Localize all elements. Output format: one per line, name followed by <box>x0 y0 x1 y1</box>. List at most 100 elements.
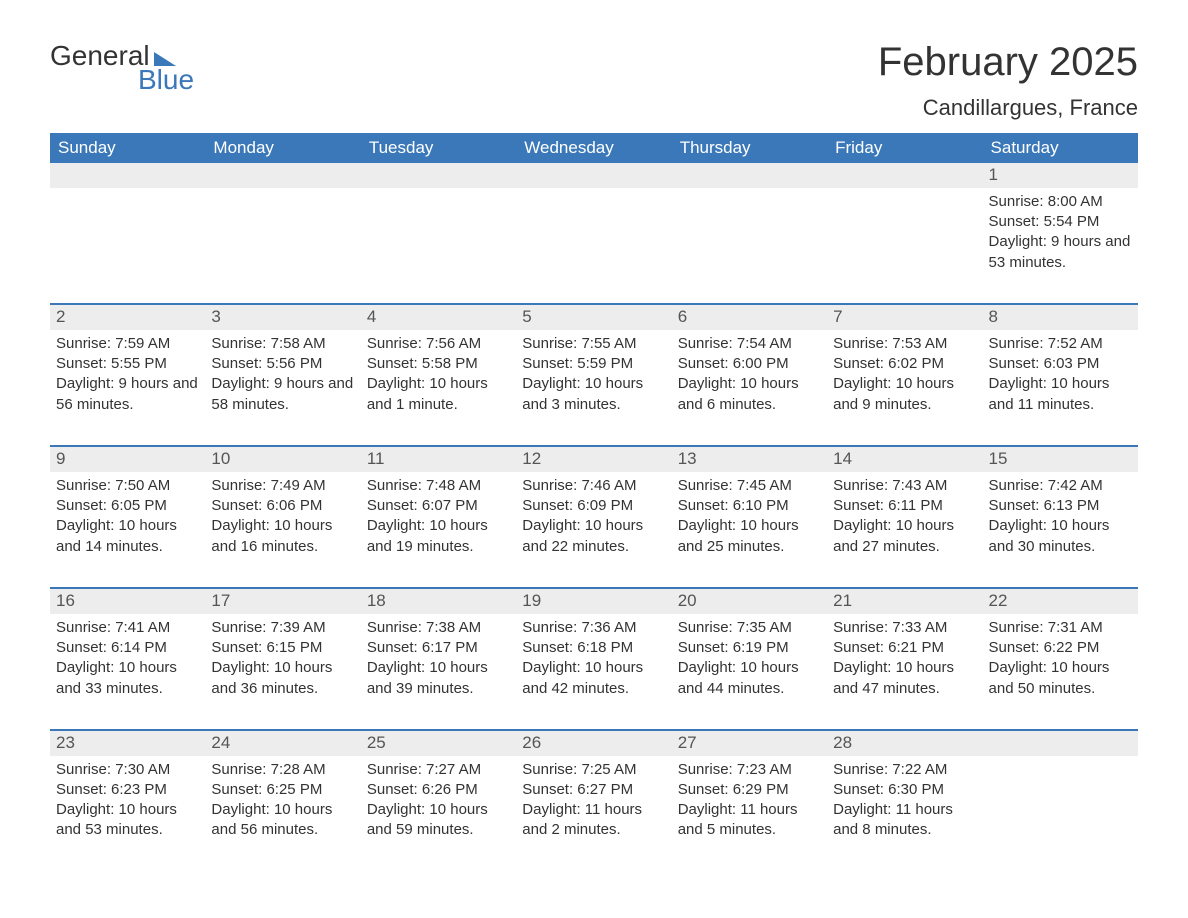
day-number: 6 <box>672 305 827 330</box>
daylight-text: Daylight: 10 hours and 6 minutes. <box>678 374 821 415</box>
weekday-header: Wednesday <box>516 133 671 163</box>
sunrise-text: Sunrise: 7:30 AM <box>56 760 199 780</box>
daylight-text: Daylight: 11 hours and 5 minutes. <box>678 800 821 841</box>
day-number: 13 <box>672 447 827 472</box>
daylight-text: Daylight: 9 hours and 56 minutes. <box>56 374 199 415</box>
calendar-day-cell: 8Sunrise: 7:52 AMSunset: 6:03 PMDaylight… <box>983 304 1138 446</box>
day-content: Sunrise: 7:55 AMSunset: 5:59 PMDaylight:… <box>522 334 665 415</box>
daylight-text: Daylight: 10 hours and 25 minutes. <box>678 516 821 557</box>
sunset-text: Sunset: 6:22 PM <box>989 638 1132 658</box>
day-content: Sunrise: 7:38 AMSunset: 6:17 PMDaylight:… <box>367 618 510 699</box>
calendar-day-cell: 10Sunrise: 7:49 AMSunset: 6:06 PMDayligh… <box>205 446 360 588</box>
day-content: Sunrise: 7:31 AMSunset: 6:22 PMDaylight:… <box>989 618 1132 699</box>
calendar-day-cell: 22 Sunrise: 7:31 AMSunset: 6:22 PMDayligh… <box>983 588 1138 730</box>
daylight-text: Daylight: 10 hours and 1 minute. <box>367 374 510 415</box>
daylight-text: Daylight: 10 hours and 19 minutes. <box>367 516 510 557</box>
sunrise-text: Sunrise: 7:25 AM <box>522 760 665 780</box>
day-content: Sunrise: 7:35 AMSunset: 6:19 PMDaylight:… <box>678 618 821 699</box>
day-content: Sunrise: 7:33 AMSunset: 6:21 PMDaylight:… <box>833 618 976 699</box>
daylight-text: Daylight: 10 hours and 39 minutes. <box>367 658 510 699</box>
sunrise-text: Sunrise: 7:27 AM <box>367 760 510 780</box>
month-title: February 2025 <box>878 40 1138 85</box>
day-content: Sunrise: 7:42 AMSunset: 6:13 PMDaylight:… <box>989 476 1132 557</box>
sunset-text: Sunset: 6:21 PM <box>833 638 976 658</box>
daylight-text: Daylight: 10 hours and 11 minutes. <box>989 374 1132 415</box>
daylight-text: Daylight: 9 hours and 53 minutes. <box>989 232 1132 273</box>
day-content: Sunrise: 7:36 AMSunset: 6:18 PMDaylight:… <box>522 618 665 699</box>
day-number: 14 <box>827 447 982 472</box>
sunset-text: Sunset: 6:27 PM <box>522 780 665 800</box>
logo: General Blue <box>50 40 194 96</box>
daylight-text: Daylight: 10 hours and 33 minutes. <box>56 658 199 699</box>
day-number: 7 <box>827 305 982 330</box>
sunrise-text: Sunrise: 7:50 AM <box>56 476 199 496</box>
calendar-day-cell: 19 Sunrise: 7:36 AMSunset: 6:18 PMDayligh… <box>516 588 671 730</box>
day-content: Sunrise: 7:28 AMSunset: 6:25 PMDaylight:… <box>211 760 354 841</box>
sunrise-text: Sunrise: 7:33 AM <box>833 618 976 638</box>
sunset-text: Sunset: 5:54 PM <box>989 212 1132 232</box>
sunrise-text: Sunrise: 7:42 AM <box>989 476 1132 496</box>
location: Candillargues, France <box>878 95 1138 121</box>
sunset-text: Sunset: 6:09 PM <box>522 496 665 516</box>
calendar-day-cell <box>516 163 671 304</box>
sunset-text: Sunset: 5:55 PM <box>56 354 199 374</box>
sunrise-text: Sunrise: 7:49 AM <box>211 476 354 496</box>
daylight-text: Daylight: 10 hours and 50 minutes. <box>989 658 1132 699</box>
sunrise-text: Sunrise: 7:43 AM <box>833 476 976 496</box>
day-content: Sunrise: 7:50 AMSunset: 6:05 PMDaylight:… <box>56 476 199 557</box>
calendar-day-cell: 20 Sunrise: 7:35 AMSunset: 6:19 PMDayligh… <box>672 588 827 730</box>
weekday-header: Sunday <box>50 133 205 163</box>
calendar-day-cell <box>672 163 827 304</box>
day-number <box>983 731 1138 756</box>
day-number: 22 <box>983 589 1138 614</box>
day-content: Sunrise: 7:48 AMSunset: 6:07 PMDaylight:… <box>367 476 510 557</box>
calendar-week-row: 9Sunrise: 7:50 AMSunset: 6:05 PMDaylight… <box>50 446 1138 588</box>
day-number <box>516 163 671 188</box>
calendar-day-cell: 13 Sunrise: 7:45 AMSunset: 6:10 PMDayligh… <box>672 446 827 588</box>
sunset-text: Sunset: 5:58 PM <box>367 354 510 374</box>
calendar-day-cell <box>361 163 516 304</box>
day-content: Sunrise: 7:41 AMSunset: 6:14 PMDaylight:… <box>56 618 199 699</box>
day-number: 19 <box>516 589 671 614</box>
calendar-day-cell: 4Sunrise: 7:56 AMSunset: 5:58 PMDaylight… <box>361 304 516 446</box>
day-content: Sunrise: 7:46 AMSunset: 6:09 PMDaylight:… <box>522 476 665 557</box>
day-number <box>672 163 827 188</box>
day-content: Sunrise: 7:45 AMSunset: 6:10 PMDaylight:… <box>678 476 821 557</box>
weekday-header: Thursday <box>672 133 827 163</box>
daylight-text: Daylight: 11 hours and 2 minutes. <box>522 800 665 841</box>
day-content: Sunrise: 7:56 AMSunset: 5:58 PMDaylight:… <box>367 334 510 415</box>
calendar-day-cell: 2Sunrise: 7:59 AMSunset: 5:55 PMDaylight… <box>50 304 205 446</box>
sunrise-text: Sunrise: 7:23 AM <box>678 760 821 780</box>
day-number: 18 <box>361 589 516 614</box>
daylight-text: Daylight: 10 hours and 9 minutes. <box>833 374 976 415</box>
day-number: 5 <box>516 305 671 330</box>
sunrise-text: Sunrise: 7:53 AM <box>833 334 976 354</box>
sunrise-text: Sunrise: 7:38 AM <box>367 618 510 638</box>
day-number: 10 <box>205 447 360 472</box>
daylight-text: Daylight: 11 hours and 8 minutes. <box>833 800 976 841</box>
day-number <box>205 163 360 188</box>
weekday-header: Friday <box>827 133 982 163</box>
calendar-day-cell: 27Sunrise: 7:23 AMSunset: 6:29 PMDayligh… <box>672 730 827 871</box>
sunset-text: Sunset: 6:11 PM <box>833 496 976 516</box>
sunset-text: Sunset: 6:30 PM <box>833 780 976 800</box>
day-number: 3 <box>205 305 360 330</box>
calendar-day-cell: 23Sunrise: 7:30 AMSunset: 6:23 PMDayligh… <box>50 730 205 871</box>
sunset-text: Sunset: 6:06 PM <box>211 496 354 516</box>
weekday-header-row: SundayMondayTuesdayWednesdayThursdayFrid… <box>50 133 1138 163</box>
weekday-header: Monday <box>205 133 360 163</box>
calendar-day-cell: 1Sunrise: 8:00 AMSunset: 5:54 PMDaylight… <box>983 163 1138 304</box>
daylight-text: Daylight: 9 hours and 58 minutes. <box>211 374 354 415</box>
day-content: Sunrise: 7:58 AMSunset: 5:56 PMDaylight:… <box>211 334 354 415</box>
calendar-day-cell <box>827 163 982 304</box>
calendar-day-cell: 18 Sunrise: 7:38 AMSunset: 6:17 PMDayligh… <box>361 588 516 730</box>
sunset-text: Sunset: 6:00 PM <box>678 354 821 374</box>
sunrise-text: Sunrise: 7:22 AM <box>833 760 976 780</box>
day-number: 27 <box>672 731 827 756</box>
day-number: 11 <box>361 447 516 472</box>
day-number: 20 <box>672 589 827 614</box>
sunset-text: Sunset: 6:17 PM <box>367 638 510 658</box>
day-content: Sunrise: 7:54 AMSunset: 6:00 PMDaylight:… <box>678 334 821 415</box>
logo-word-blue: Blue <box>138 64 194 96</box>
daylight-text: Daylight: 10 hours and 53 minutes. <box>56 800 199 841</box>
